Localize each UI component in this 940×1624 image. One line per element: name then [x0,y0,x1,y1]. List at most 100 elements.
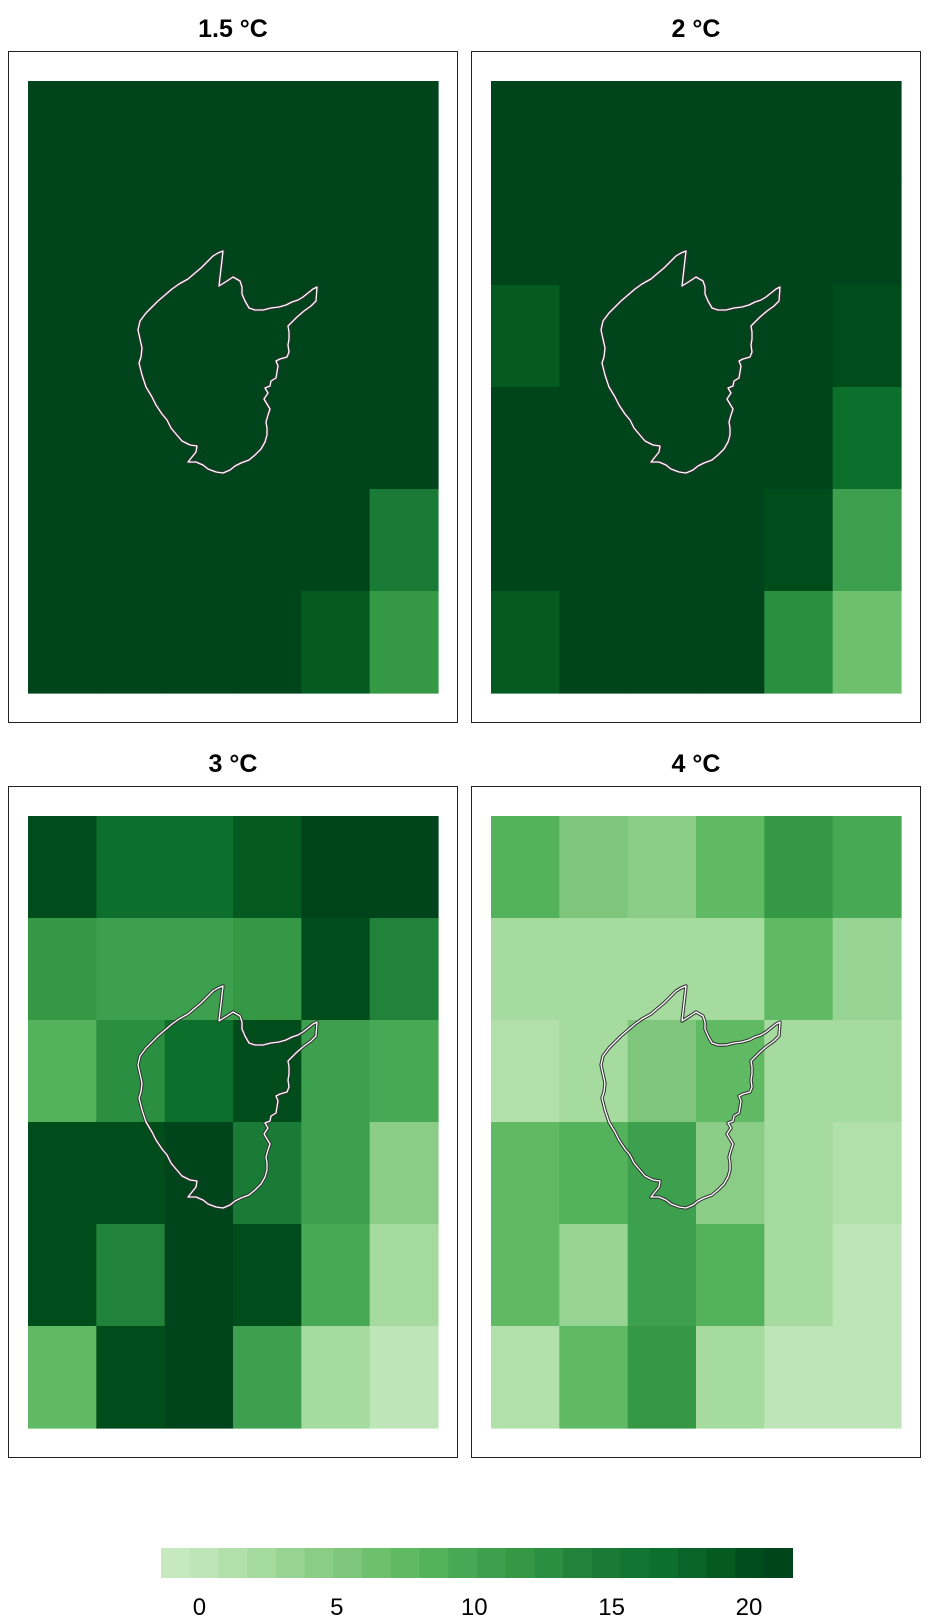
heatmap-cell [28,918,97,1021]
panel-title: 1.5 °C [198,15,268,43]
heatmap-cell [832,591,902,694]
heatmap-cell [832,1326,902,1429]
heatmap-cell [832,285,902,388]
heatmap-cell [627,285,697,388]
colorbar-swatch [735,1548,765,1578]
heatmap-cell [96,285,166,388]
colorbar-tick-label: 0 [192,1594,207,1621]
heatmap-cell [491,81,560,184]
heatmap-cell [369,1122,439,1225]
heatmap-cell [491,285,560,388]
heatmap-cell [28,285,97,388]
colorbar-swatch [706,1548,737,1578]
heatmap-cell [28,183,97,286]
colorbar [161,1548,793,1578]
heatmap-cell [627,489,697,592]
heatmap-cell [96,1020,166,1123]
colorbar-swatch [218,1548,248,1578]
heatmap-cell [233,183,302,286]
colorbar-swatch [390,1548,421,1578]
heatmap-cell [764,489,834,592]
heatmap-cell [369,816,439,919]
heatmap-cell [369,489,439,592]
colorbar-swatch [419,1548,449,1578]
heatmap-cell [301,387,371,490]
heatmap-cell [28,489,97,592]
colorbar-swatch [477,1548,507,1578]
heatmap-cell [369,918,439,1021]
panel-2c: 2 °C [471,10,921,723]
heatmap-cell [764,387,834,490]
heatmap-cell [96,1224,166,1327]
heatmap-cell [369,81,439,184]
heatmap-cell [233,591,302,694]
colorbar-swatch [534,1548,564,1578]
heatmap-cell [369,183,439,286]
heatmap-cell [28,1326,97,1429]
heatmap-cell [764,183,834,286]
heatmap-cell [96,1326,166,1429]
heatmap-grid [28,816,439,1429]
colorbar-ticks: 0 5 10 15 20 [161,1594,793,1624]
colorbar-swatch [304,1548,334,1578]
heatmap-cell [164,591,234,694]
heatmap-cell [832,1122,902,1225]
heatmap-cell [627,81,697,184]
heatmap-cell [369,387,439,490]
colorbar-swatch [362,1548,392,1578]
heatmap-cell [832,183,902,286]
heatmap-cell [764,285,834,388]
heatmap-cell [28,591,97,694]
heatmap-cell [627,1224,697,1327]
colorbar-swatch [189,1548,219,1578]
heatmap-cell [28,1224,97,1327]
panel-1-5c: 1.5 °C [8,10,458,723]
panel-3c: 3 °C [8,745,458,1458]
colorbar-tick-label: 15 [598,1594,625,1621]
colorbar-swatch [161,1548,191,1578]
heatmap-cell [164,1224,234,1327]
heatmap-cell [559,285,629,388]
heatmap-cell [96,81,166,184]
colorbar-swatch [247,1548,277,1578]
heatmap-cell [559,1020,629,1123]
heatmap-cell [559,918,629,1021]
heatmap-cell [832,1224,902,1327]
heatmap-cell [559,183,629,286]
heatmap-cell [164,816,234,919]
heatmap-cell [233,489,302,592]
heatmap-cell [764,1020,834,1123]
heatmap-cell [164,1326,234,1429]
heatmap-cell [491,489,560,592]
heatmap-cell [233,816,302,919]
panel-4c: 4 °C [471,745,921,1458]
catchment-outline [137,250,318,474]
heatmap-cell [301,81,371,184]
heatmap-cell [559,591,629,694]
heatmap-cell [696,1224,765,1327]
heatmap-cell [301,1020,371,1123]
heatmap-cell [696,489,765,592]
heatmap-cell [369,1020,439,1123]
colorbar-swatch [333,1548,363,1578]
colorbar-tick-label: 10 [460,1594,488,1621]
catchment-outline [137,985,318,1209]
catchment-outline [600,985,781,1209]
heatmap-cell [627,1020,697,1123]
heatmap-cell [491,918,560,1021]
heatmap-cell [491,1224,560,1327]
heatmap-cell [696,918,765,1021]
heatmap-cell [28,387,97,490]
heatmap-cell [559,81,629,184]
heatmap-cell [832,387,902,490]
heatmap-cell [491,387,560,490]
heatmap-cell [96,489,166,592]
colorbar-swatch [563,1548,593,1578]
colorbar-swatch [505,1548,535,1578]
heatmap-cell [164,1020,234,1123]
colorbar-tick-label: 5 [330,1594,344,1621]
heatmap-cell [764,816,834,919]
heatmap-cell [696,816,765,919]
heatmap-cell [764,591,834,694]
heatmap-cell [491,1122,560,1225]
